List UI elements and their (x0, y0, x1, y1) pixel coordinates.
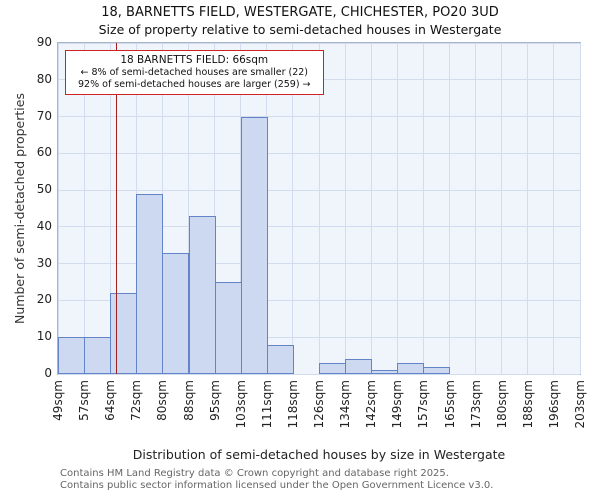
gridline-vertical (214, 43, 216, 374)
x-tick-label: 157sqm (416, 380, 431, 429)
footer: Contains HM Land Registry data © Crown c… (60, 468, 493, 491)
histogram-bar (319, 362, 347, 374)
x-tick-label: 103sqm (233, 380, 248, 429)
histogram-bar (397, 362, 425, 374)
x-tick-label: 196sqm (546, 380, 561, 429)
y-tick-label: 0 (44, 366, 52, 380)
y-tick-label: 20 (36, 292, 52, 307)
gridline-vertical (188, 43, 189, 374)
chart-title: 18, BARNETTS FIELD, WESTERGATE, CHICHEST… (101, 5, 499, 20)
x-tick-label: 88sqm (181, 380, 196, 421)
gridline-vertical (553, 43, 555, 374)
y-tick-label: 40 (36, 218, 52, 233)
gridline-vertical (396, 43, 398, 374)
histogram-bar (423, 366, 451, 374)
x-tick-label: 49sqm (51, 380, 65, 421)
chart-subtitle: Size of property relative to semi-detach… (98, 22, 502, 37)
histogram-bar (110, 293, 138, 374)
y-tick-label: 30 (36, 255, 52, 270)
x-tick-label: 80sqm (155, 380, 170, 421)
x-tick-label: 188sqm (520, 380, 535, 429)
y-tick-label: 10 (36, 329, 52, 344)
gridline-vertical (83, 43, 85, 374)
gridline-vertical (475, 43, 477, 374)
x-tick-label: 165sqm (442, 380, 457, 429)
x-tick-label: 142sqm (364, 380, 379, 429)
histogram-bar (58, 337, 86, 374)
x-tick-label: 111sqm (259, 380, 274, 429)
gridline-vertical (57, 43, 59, 374)
gridline-vertical (344, 43, 346, 374)
y-tick-label: 60 (36, 145, 52, 160)
gridline-vertical (370, 43, 372, 374)
footer-line2: Contains public sector information licen… (60, 479, 494, 491)
x-tick-label: 149sqm (390, 380, 405, 429)
gridline-vertical (527, 43, 529, 374)
x-tick-label: 203sqm (573, 380, 587, 429)
y-tick-label: 70 (36, 108, 52, 123)
footer-line1: Contains HM Land Registry data © Crown c… (60, 468, 449, 479)
histogram-bar (266, 344, 294, 374)
annotation-box: 18 BARNETTS FIELD: 66sqm ← 8% of semi-de… (65, 50, 324, 95)
y-tick-label: 90 (36, 35, 52, 49)
property-size-marker-line (115, 43, 118, 374)
x-tick-label: 57sqm (77, 380, 92, 421)
gridline-vertical (422, 43, 424, 374)
gridline-vertical (501, 43, 503, 374)
annotation-smaller-text: ← 8% of semi-detached houses are smaller… (80, 67, 309, 78)
x-tick-label: 134sqm (338, 380, 353, 429)
histogram-bar (188, 215, 216, 374)
histogram-bar (371, 370, 399, 374)
x-tick-label: 126sqm (312, 380, 326, 429)
x-tick-label: 173sqm (468, 380, 483, 429)
gridline-vertical (292, 43, 294, 374)
gridline-horizontal (58, 373, 580, 375)
gridline-vertical (318, 43, 320, 374)
gridline-vertical (449, 43, 450, 374)
y-tick-label: 80 (36, 71, 52, 86)
histogram-bar (84, 337, 112, 374)
gridline-vertical (109, 43, 111, 374)
gridline-vertical (579, 43, 581, 374)
y-axis-title: Number of semi-detached properties (12, 93, 27, 324)
plot-area: 18 BARNETTS FIELD: 66sqm ← 8% of semi-de… (57, 42, 581, 375)
y-tick-label: 50 (36, 182, 52, 197)
x-axis-title: Distribution of semi-detached houses by … (132, 447, 506, 462)
histogram-bar (136, 193, 164, 374)
histogram-bar (240, 116, 268, 374)
x-tick-label: 118sqm (285, 380, 300, 429)
x-tick-label: 64sqm (103, 380, 118, 421)
x-tick-label: 95sqm (207, 380, 222, 421)
histogram-bar (162, 252, 190, 374)
x-tick-label: 72sqm (129, 380, 144, 421)
x-tick-label: 180sqm (494, 380, 509, 429)
annotation-larger-text: 92% of semi-detached houses are larger (… (78, 78, 311, 90)
annotation-property-label: 18 BARNETTS FIELD: 66sqm (120, 54, 269, 66)
histogram-bar (214, 282, 242, 374)
histogram-bar (345, 359, 373, 374)
